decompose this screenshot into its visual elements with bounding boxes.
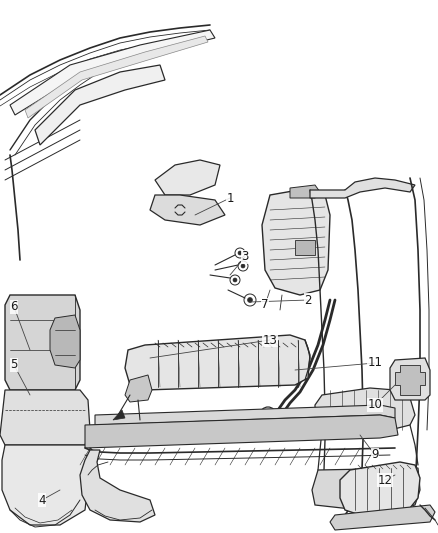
Polygon shape <box>390 358 430 400</box>
Polygon shape <box>80 450 155 522</box>
Polygon shape <box>150 195 225 225</box>
Text: 9: 9 <box>371 448 379 462</box>
Text: 3: 3 <box>241 251 249 263</box>
Polygon shape <box>10 30 215 115</box>
Text: 7: 7 <box>261 298 269 311</box>
Text: 4: 4 <box>38 494 46 506</box>
Polygon shape <box>113 410 125 420</box>
Polygon shape <box>255 412 275 428</box>
Polygon shape <box>125 335 310 390</box>
Polygon shape <box>0 390 90 445</box>
Text: 6: 6 <box>10 301 18 313</box>
Polygon shape <box>310 178 415 198</box>
Circle shape <box>247 297 252 303</box>
Polygon shape <box>155 160 220 195</box>
Text: 2: 2 <box>304 294 312 306</box>
Polygon shape <box>85 415 398 448</box>
Polygon shape <box>5 295 80 390</box>
Polygon shape <box>290 185 320 198</box>
Text: 13: 13 <box>262 334 277 346</box>
Circle shape <box>241 264 245 268</box>
Polygon shape <box>395 365 425 395</box>
Polygon shape <box>25 36 208 118</box>
Polygon shape <box>50 315 80 368</box>
Polygon shape <box>340 462 420 515</box>
Text: 10: 10 <box>367 399 382 411</box>
Circle shape <box>238 251 242 255</box>
Text: 12: 12 <box>378 473 392 487</box>
Polygon shape <box>95 405 395 425</box>
Polygon shape <box>330 505 435 530</box>
Polygon shape <box>125 375 152 402</box>
Polygon shape <box>2 445 92 525</box>
Circle shape <box>233 278 237 282</box>
Polygon shape <box>312 468 420 510</box>
Polygon shape <box>315 388 415 432</box>
Text: 5: 5 <box>11 359 18 372</box>
Text: 11: 11 <box>367 357 382 369</box>
Text: 1: 1 <box>226 191 234 205</box>
Polygon shape <box>262 188 330 295</box>
Polygon shape <box>35 65 165 145</box>
Polygon shape <box>295 240 315 255</box>
